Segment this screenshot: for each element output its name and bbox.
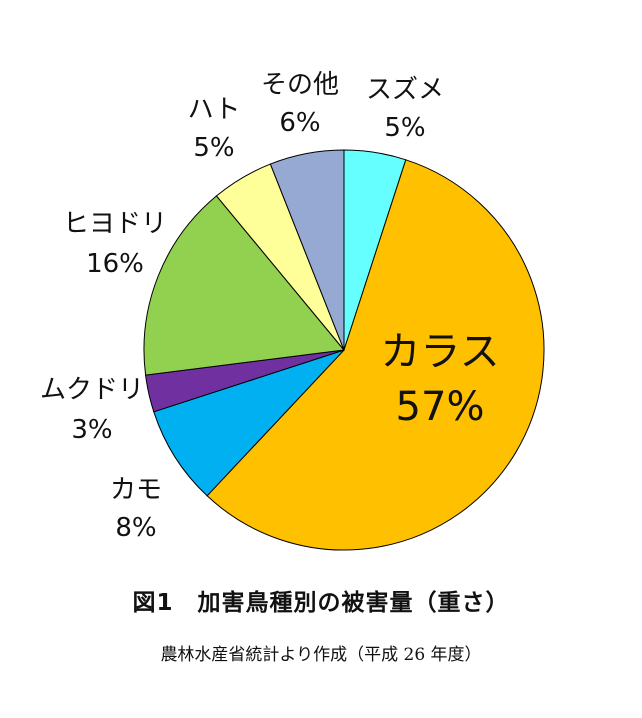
- slice-label-カモ: カモ: [110, 475, 162, 505]
- slice-label-ハト: ハト: [188, 95, 241, 125]
- slice-value-ヒヨドリ: 16%: [86, 249, 144, 279]
- slice-label-カラス: カラス: [380, 329, 499, 375]
- slice-value-カモ: 8%: [115, 513, 156, 543]
- slice-label-ムクドリ: ムクドリ: [40, 375, 144, 405]
- pie-chart: スズメ 5% カラス 57% カモ 8% ムクドリ 3% ヒヨドリ 16% ハト 5% その他 6%: [40, 70, 545, 551]
- pie-slice-その他: [269, 149, 345, 351]
- chart-source: 農林水産省統計より作成（平成 26 年度）: [160, 645, 482, 665]
- pie-labels: スズメ 5% カラス 57% カモ 8% ムクドリ 3% ヒヨドリ 16% ハト 5% その他 6%: [40, 70, 500, 543]
- pie-slice-ヒヨドリ: [143, 195, 345, 376]
- slice-label-その他: その他: [261, 70, 339, 100]
- slice-label-スズメ: スズメ: [366, 75, 444, 105]
- pie-slice-カモ: [153, 349, 345, 497]
- slice-value-ムクドリ: 3%: [71, 415, 112, 445]
- slice-value-ハト: 5%: [193, 133, 234, 163]
- pie-slices: [143, 149, 545, 551]
- slice-value-スズメ: 5%: [384, 113, 425, 143]
- slice-value-その他: 6%: [279, 108, 320, 138]
- slice-label-ヒヨドリ: ヒヨドリ: [63, 209, 167, 239]
- slice-value-カラス: 57%: [396, 384, 485, 430]
- pie-slice-カラス: [206, 159, 545, 551]
- chart-title: 図1 加害鳥種別の被害量（重さ）: [132, 590, 510, 616]
